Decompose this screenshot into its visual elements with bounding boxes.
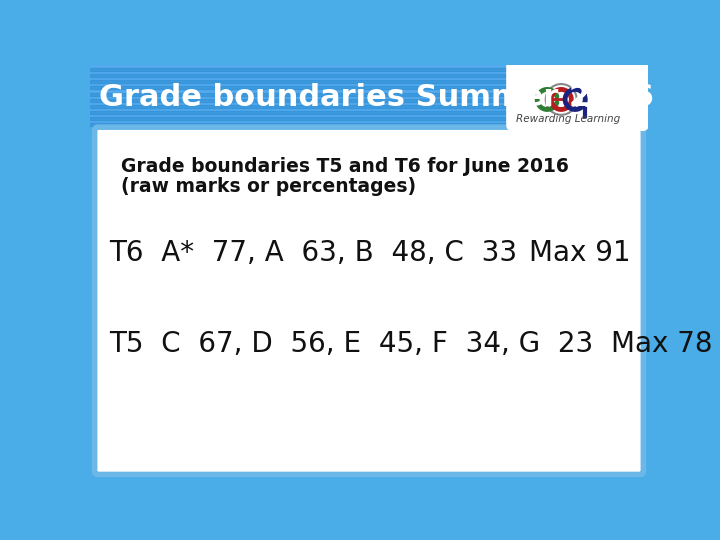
Text: Max 91: Max 91 [529,239,631,267]
Bar [90,92,648,96]
Text: Rewarding Learning: Rewarding Learning [516,114,621,124]
FancyBboxPatch shape [506,60,649,131]
Text: Grade boundaries T5 and T6 for June 2016: Grade boundaries T5 and T6 for June 2016 [121,157,569,176]
Text: T5  C  67, D  56, E  45, F  34, G  23  Max 78: T5 C 67, D 56, E 45, F 34, G 23 Max 78 [109,329,713,357]
Bar [90,65,648,126]
Bar [90,117,648,120]
Text: T6  A*  77, A  63, B  48, C  33: T6 A* 77, A 63, B 48, C 33 [109,239,518,267]
Bar [90,111,648,114]
Bar [90,86,648,90]
Bar [90,99,648,102]
Bar [90,74,648,77]
Bar [90,123,648,126]
Bar [90,80,648,83]
FancyBboxPatch shape [94,127,644,475]
Bar [90,68,648,71]
Text: Grade boundaries Summer 2016: Grade boundaries Summer 2016 [99,83,654,112]
Text: (raw marks or percentages): (raw marks or percentages) [121,177,416,196]
Bar [90,105,648,108]
